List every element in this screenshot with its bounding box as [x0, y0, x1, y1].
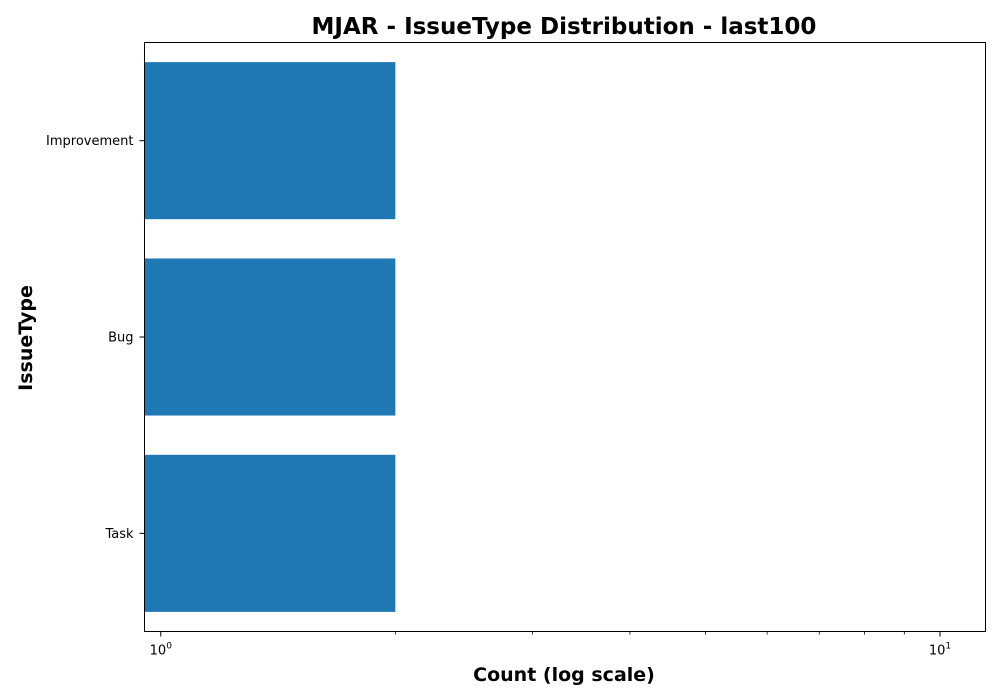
y-tick-label-bug: Bug [108, 331, 133, 346]
x-axis-label: Count (log scale) [473, 664, 655, 686]
y-axis-label: IssueType [15, 285, 37, 391]
y-tick-label-task: Task [104, 527, 134, 542]
x-tick-label: 101 [929, 642, 951, 659]
y-tick-label-improvement: Improvement [46, 134, 133, 149]
bar-task [144, 454, 396, 612]
plot-frame [144, 42, 986, 632]
chart-title: MJAR - IssueType Distribution - last100 [312, 14, 817, 40]
bar-bug [144, 258, 396, 416]
x-axis-ticks: 100 101 [150, 631, 951, 659]
y-axis-ticks: Improvement Bug Task [46, 134, 145, 542]
x-tick-label: 100 [150, 642, 173, 659]
bar-improvement [144, 62, 396, 220]
bars [144, 62, 396, 612]
